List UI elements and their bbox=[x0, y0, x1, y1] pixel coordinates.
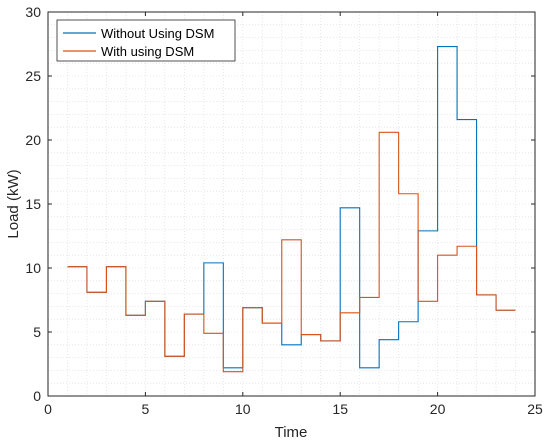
legend-label-with-dsm: With using DSM bbox=[101, 44, 194, 59]
grid-lines bbox=[48, 12, 535, 396]
series-line-with-dsm bbox=[67, 131, 516, 373]
x-tick-label: 15 bbox=[332, 401, 348, 417]
y-tick-label: 20 bbox=[25, 132, 41, 148]
x-tick-label: 10 bbox=[235, 401, 251, 417]
axis-ticks: 0 5 10 15 20 25 0 5 10 15 20 25 30 bbox=[25, 4, 543, 417]
y-tick-label: 0 bbox=[33, 388, 41, 404]
legend-label-without-dsm: Without Using DSM bbox=[101, 26, 214, 41]
y-tick-label: 30 bbox=[25, 4, 41, 20]
y-axis-label: Load (kW) bbox=[5, 169, 22, 238]
legend: Without Using DSM With using DSM bbox=[56, 19, 236, 62]
x-tick-label: 25 bbox=[527, 401, 543, 417]
y-tick-label: 10 bbox=[25, 260, 41, 276]
x-tick-label: 5 bbox=[142, 401, 150, 417]
x-axis-label: Time bbox=[275, 424, 308, 441]
series-lines bbox=[67, 46, 516, 373]
x-tick-label: 20 bbox=[430, 401, 446, 417]
x-tick-label: 0 bbox=[44, 401, 52, 417]
legend-box bbox=[56, 19, 236, 62]
y-tick-label: 15 bbox=[25, 196, 41, 212]
y-tick-label: 25 bbox=[25, 68, 41, 84]
y-tick-label: 5 bbox=[33, 324, 41, 340]
